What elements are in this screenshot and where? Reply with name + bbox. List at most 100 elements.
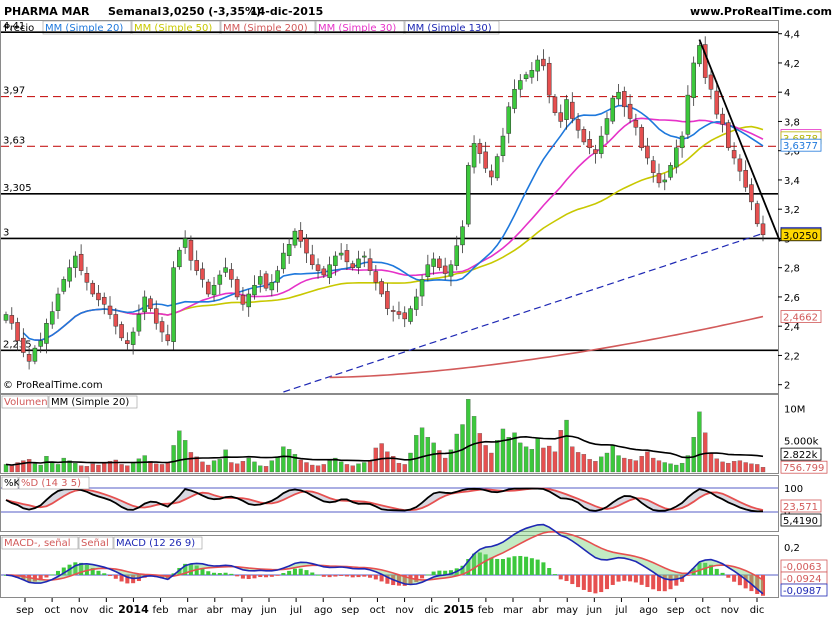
macd-histogram-bar xyxy=(685,575,690,576)
site-label[interactable]: www.ProRealTime.com xyxy=(690,5,832,18)
volume-tags: 2.822k 756.799 xyxy=(780,447,828,474)
macd-histogram-bar xyxy=(633,575,638,583)
candle-body xyxy=(148,298,153,309)
volume-bar xyxy=(240,461,246,473)
macd-histogram-bar xyxy=(512,556,517,575)
volume-bar xyxy=(327,460,332,473)
volume-bar xyxy=(194,456,199,473)
candle-body xyxy=(466,165,471,225)
candle-body xyxy=(587,139,592,149)
candle-body xyxy=(477,143,483,154)
candle-body xyxy=(489,170,494,178)
volume-bar xyxy=(182,440,188,473)
value-tag-box xyxy=(780,228,822,242)
candle-body xyxy=(558,112,564,122)
macd-histogram-bar xyxy=(61,567,66,575)
macd-histogram-bar xyxy=(402,575,407,586)
volume-bar xyxy=(737,460,743,473)
candle-body xyxy=(159,321,165,333)
candle-body xyxy=(21,337,26,353)
volume-bar xyxy=(679,462,685,473)
level-label: 3 xyxy=(3,227,9,238)
volume-bar xyxy=(292,454,298,473)
value-tag-label: 5,4190 xyxy=(783,516,818,527)
level-label: 3,97 xyxy=(3,86,25,97)
volume-bar xyxy=(15,462,20,473)
volume-bar xyxy=(691,437,696,473)
macd-histogram-bar xyxy=(714,568,719,575)
candle-body xyxy=(743,170,748,188)
macd-histogram-bar xyxy=(188,563,193,575)
macd-histogram-bar xyxy=(604,575,609,590)
legend-item: MM (Simple 20) xyxy=(51,397,129,408)
volume-bar xyxy=(523,446,529,473)
candle-body xyxy=(217,274,223,285)
legend-box xyxy=(1,476,19,490)
ma20-line xyxy=(22,104,764,342)
candle-body xyxy=(223,267,228,273)
macd-histogram-bar xyxy=(316,574,321,576)
volume-bar xyxy=(252,461,257,473)
volume-bar xyxy=(668,463,673,473)
candle-body xyxy=(737,158,743,172)
macd-histogram-bar xyxy=(396,575,401,586)
volume-bar xyxy=(73,462,78,473)
volume-bar xyxy=(142,455,147,473)
candle-body xyxy=(211,284,217,296)
time-axis: sep oct nov dic 2014 feb mar abr may jun jul ago sep… xyxy=(16,598,764,616)
axis-tick-label: 3,2 xyxy=(784,205,800,216)
candle-body xyxy=(229,269,234,280)
volume-bar xyxy=(32,463,38,473)
macd-histogram-bar xyxy=(96,570,101,575)
volume-bar xyxy=(21,460,26,473)
volume-bar xyxy=(125,465,130,473)
x-tick-label: dic xyxy=(424,605,439,616)
macd-histogram-bar xyxy=(500,559,505,575)
volume-bar xyxy=(454,433,459,473)
axis-tick-label: 4 xyxy=(784,88,790,99)
volume-bar xyxy=(275,456,280,473)
macd-histogram-bar xyxy=(350,575,355,578)
candle-body xyxy=(309,254,315,266)
candle-body xyxy=(67,267,72,282)
volume-bar xyxy=(743,462,748,473)
volume-bar xyxy=(726,462,731,473)
macd-histogram-bar xyxy=(281,573,286,575)
volume-bar xyxy=(674,464,679,473)
x-tick-label: mar xyxy=(503,605,524,616)
volume-panel[interactable]: Volumen MM (Simple 20) 10M 5.000k 2.822k 75… xyxy=(1,395,828,474)
volume-bar xyxy=(708,452,714,473)
volume-bar xyxy=(535,437,540,473)
candle-body xyxy=(125,340,130,344)
candle-body xyxy=(356,258,361,268)
candle-body xyxy=(575,119,581,131)
stochastic-panel[interactable]: %K %D (14 3 5) 100 0 23,571 5,4190 xyxy=(1,476,822,527)
candle-body xyxy=(101,296,107,305)
volume-bar xyxy=(258,465,263,473)
volume-bar xyxy=(529,449,535,473)
volume-bar xyxy=(362,462,367,473)
candle-body xyxy=(593,149,598,154)
macd-histogram-bar xyxy=(21,575,26,581)
volume-bar xyxy=(344,464,350,473)
legend-item: MACD-, señal xyxy=(4,538,71,549)
x-tick-label: nov xyxy=(721,605,739,616)
candle-body xyxy=(442,265,448,274)
candle-body xyxy=(15,322,20,342)
volume-bar xyxy=(26,459,32,473)
candle-body xyxy=(321,268,327,276)
price-panel[interactable]: Precio MM (Simple 20) MM (Simple 50) MM (Si… xyxy=(1,20,822,393)
volume-bar xyxy=(9,465,14,473)
volume-bar xyxy=(229,462,234,473)
volume-bar xyxy=(760,467,766,473)
volume-bar xyxy=(627,459,633,473)
volume-bar xyxy=(281,446,286,473)
legend-item: %D (14 3 5) xyxy=(21,478,81,489)
macd-histogram-bar xyxy=(414,575,419,582)
macd-histogram-bar xyxy=(269,575,274,577)
volume-bar xyxy=(315,465,321,473)
x-tick-label: mar xyxy=(178,605,199,616)
axis-tick-label: 2 xyxy=(784,381,790,392)
legend-box xyxy=(48,395,138,409)
